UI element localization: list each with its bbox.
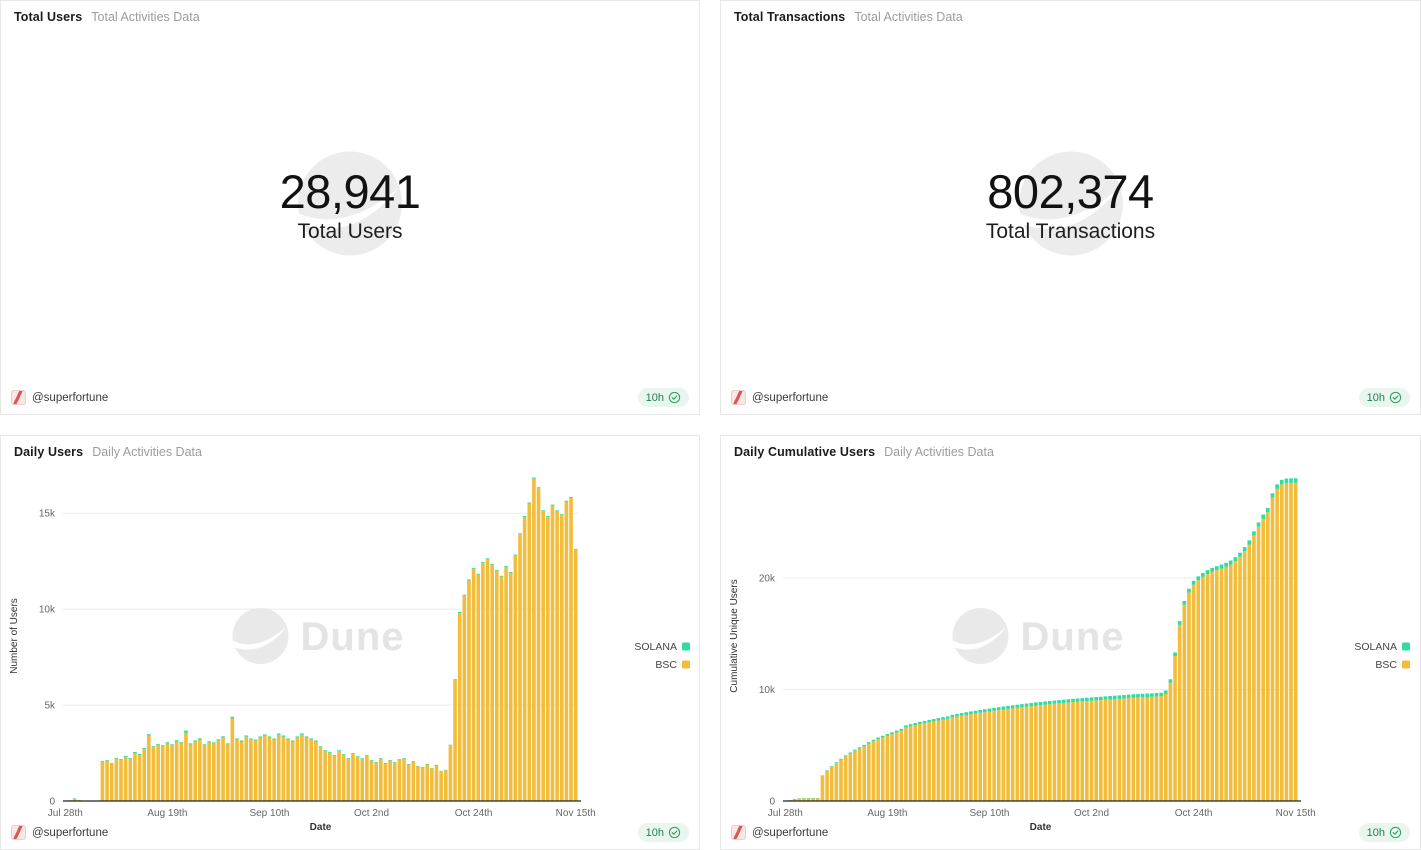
refresh-badge[interactable]: 10h — [637, 823, 689, 842]
author-avatar-icon — [731, 390, 746, 405]
panel-title: Daily Cumulative Users — [734, 445, 876, 459]
svg-text:SOLANA: SOLANA — [634, 641, 677, 653]
svg-text:10k: 10k — [39, 605, 56, 616]
counter-value: 802,374 — [987, 165, 1154, 219]
panel-footer: @superfortune 10h — [721, 381, 1420, 414]
author-avatar-icon — [11, 390, 26, 405]
svg-text:Nov 15th: Nov 15th — [1276, 808, 1316, 819]
refresh-badge[interactable]: 10h — [637, 388, 689, 407]
dune-watermark-icon — [295, 148, 405, 263]
panel-header: Daily Cumulative Users Daily Activities … — [721, 436, 1420, 466]
svg-text:Oct 24th: Oct 24th — [455, 808, 493, 819]
daily-cumulative-users-chart[interactable]: 0 10k 20k Dune Jul 28th Aug 19th Sep 10th Oct 2… — [721, 466, 1419, 850]
refresh-age: 10h — [1366, 826, 1385, 839]
svg-text:Aug 19th: Aug 19th — [867, 808, 907, 819]
panel-footer: @superfortune 10h — [721, 816, 1420, 849]
author-link[interactable]: @superfortune — [11, 390, 108, 405]
refresh-badge[interactable]: 10h — [1358, 388, 1410, 407]
svg-text:0: 0 — [49, 797, 55, 808]
check-rosette-icon — [1389, 391, 1402, 404]
svg-text:Date: Date — [1030, 822, 1052, 833]
panel-header: Total Users Total Activities Data — [1, 1, 699, 31]
author-handle: @superfortune — [752, 391, 829, 404]
svg-text:BSC: BSC — [1375, 659, 1397, 671]
svg-text:20k: 20k — [759, 574, 776, 585]
author-avatar-icon — [11, 825, 26, 840]
author-link[interactable]: @superfortune — [731, 390, 828, 405]
svg-text:15k: 15k — [39, 509, 56, 520]
counter-label: Total Transactions — [985, 219, 1156, 243]
panel-header: Daily Users Daily Activities Data — [1, 436, 699, 466]
author-handle: @superfortune — [32, 826, 109, 839]
svg-text:Sep 10th: Sep 10th — [969, 808, 1009, 819]
svg-text:Date: Date — [310, 822, 332, 833]
panel-subtitle: Total Activities Data — [854, 10, 963, 24]
svg-text:5k: 5k — [44, 701, 56, 712]
svg-text:Dune: Dune — [1021, 615, 1125, 659]
author-avatar-icon — [731, 825, 746, 840]
svg-text:Oct 24th: Oct 24th — [1175, 808, 1213, 819]
svg-text:Sep 10th: Sep 10th — [249, 808, 289, 819]
refresh-age: 10h — [645, 826, 664, 839]
svg-text:BSC: BSC — [655, 659, 677, 671]
svg-text:10k: 10k — [759, 685, 776, 696]
counter-body: 28,941 Total Users — [1, 31, 699, 380]
panel-daily-cumulative-users: Daily Cumulative Users Daily Activities … — [720, 435, 1421, 850]
panel-subtitle: Total Activities Data — [91, 10, 200, 24]
panel-title: Total Users — [14, 10, 83, 24]
check-rosette-icon — [668, 826, 681, 839]
svg-text:Jul 28th: Jul 28th — [48, 808, 83, 819]
author-handle: @superfortune — [32, 391, 109, 404]
author-handle: @superfortune — [752, 826, 829, 839]
refresh-age: 10h — [1366, 391, 1385, 404]
svg-text:0: 0 — [769, 797, 775, 808]
panel-footer: @superfortune 10h — [1, 816, 699, 849]
panel-daily-users: Daily Users Daily Activities Data 0 5k 10k… — [0, 435, 700, 850]
svg-text:Oct 2nd: Oct 2nd — [354, 808, 389, 819]
counter-body: 802,374 Total Transactions — [721, 31, 1420, 380]
svg-text:Dune: Dune — [301, 615, 405, 659]
author-link[interactable]: @superfortune — [11, 825, 108, 840]
panel-total-users: Total Users Total Activities Data 28,941… — [0, 0, 700, 415]
panel-title: Total Transactions — [734, 10, 846, 24]
svg-text:SOLANA: SOLANA — [1354, 641, 1397, 653]
svg-text:Cumulative Unique Users: Cumulative Unique Users — [729, 579, 740, 692]
daily-users-chart[interactable]: 0 5k 10k 15k Dune Jul 28th Aug 19th Sep 10th Oct… — [1, 466, 699, 850]
svg-text:Oct 2nd: Oct 2nd — [1074, 808, 1109, 819]
panel-title: Daily Users — [14, 445, 84, 459]
check-rosette-icon — [668, 391, 681, 404]
svg-text:Aug 19th: Aug 19th — [147, 808, 187, 819]
refresh-badge[interactable]: 10h — [1358, 823, 1410, 842]
panel-footer: @superfortune 10h — [1, 381, 699, 414]
counter-value: 28,941 — [279, 165, 421, 219]
refresh-age: 10h — [645, 391, 664, 404]
panel-total-transactions: Total Transactions Total Activities Data… — [720, 0, 1421, 415]
svg-text:Number of Users: Number of Users — [9, 598, 20, 674]
counter-label: Total Users — [297, 219, 403, 243]
check-rosette-icon — [1389, 826, 1402, 839]
panel-header: Total Transactions Total Activities Data — [721, 1, 1420, 31]
panel-subtitle: Daily Activities Data — [884, 445, 994, 459]
author-link[interactable]: @superfortune — [731, 825, 828, 840]
dune-watermark-icon — [1016, 148, 1126, 263]
svg-text:Jul 28th: Jul 28th — [768, 808, 803, 819]
svg-text:Nov 15th: Nov 15th — [556, 808, 596, 819]
panel-subtitle: Daily Activities Data — [92, 445, 202, 459]
